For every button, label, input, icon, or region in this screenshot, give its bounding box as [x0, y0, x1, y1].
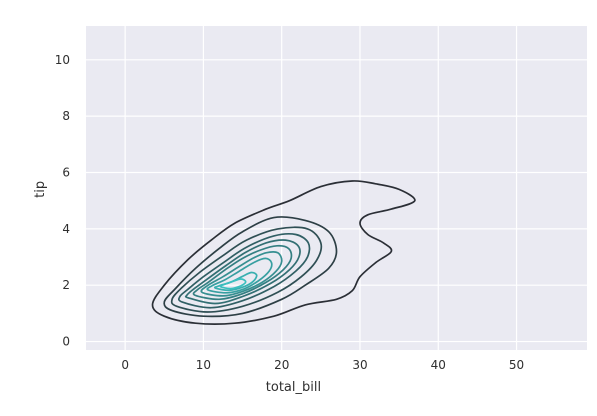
x-tick-label: 50 — [509, 358, 524, 372]
plot-background — [86, 26, 587, 350]
y-tick-label: 10 — [55, 53, 70, 67]
kde-contour-level-2 — [163, 216, 338, 318]
x-axis-label: total_bill — [266, 380, 321, 395]
kde-contour-level-6 — [192, 244, 293, 301]
x-tick-label: 40 — [431, 358, 446, 372]
tick-labels: 0 10 20 30 40 50 0 2 4 6 8 10 — [55, 53, 524, 372]
kde-contour-level-1 — [151, 180, 416, 325]
y-tick-label: 4 — [62, 222, 70, 236]
kde-contour-level-4 — [177, 233, 311, 309]
grid-lines — [86, 26, 587, 350]
kde-contour-level-10 — [219, 278, 247, 290]
y-tick-label: 2 — [62, 278, 70, 292]
kde-contour-level-3 — [170, 226, 323, 313]
kde-contour-level-7 — [200, 251, 283, 297]
x-tick-label: 20 — [274, 358, 289, 372]
x-tick-label: 30 — [352, 358, 367, 372]
x-tick-label: 0 — [121, 358, 129, 372]
y-tick-label: 6 — [62, 166, 70, 180]
kde-contour-level-5 — [184, 239, 301, 305]
y-tick-label: 0 — [62, 335, 70, 349]
x-tick-label: 10 — [196, 358, 211, 372]
contour-layer — [151, 180, 416, 325]
y-tick-label: 8 — [62, 109, 70, 123]
y-axis-label: tip — [33, 181, 48, 198]
kde-contour-level-8 — [206, 257, 273, 294]
